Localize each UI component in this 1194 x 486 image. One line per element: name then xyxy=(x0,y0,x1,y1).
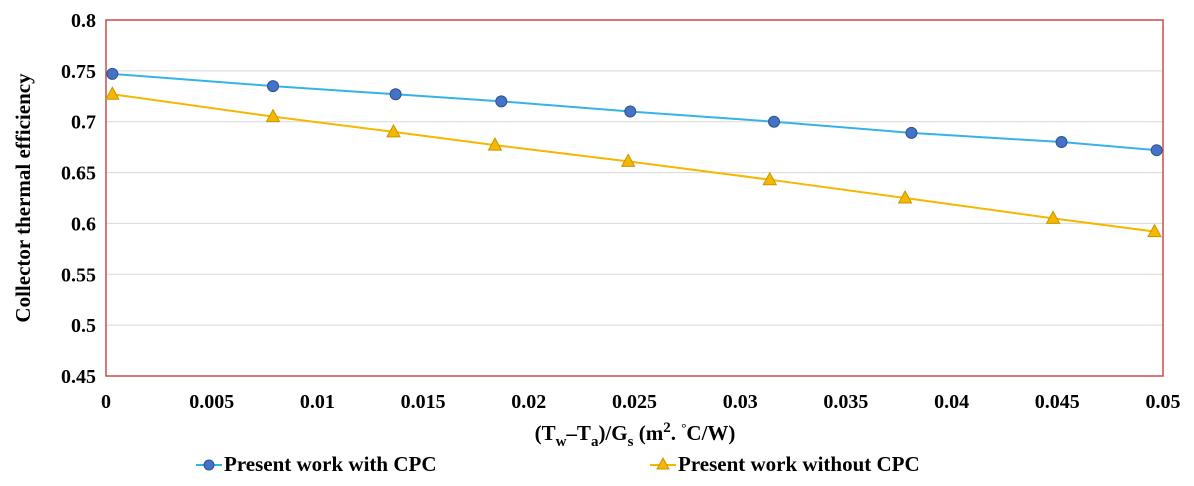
y-tick-label: 0.55 xyxy=(61,264,96,286)
y-tick-label: 0.75 xyxy=(61,61,96,83)
y-axis-title: Collector thermal efficiency xyxy=(11,73,35,323)
series-lines xyxy=(112,72,1157,233)
data-point-series-2 xyxy=(386,123,401,138)
data-point-series-1 xyxy=(768,115,781,128)
data-point-series-1 xyxy=(389,88,402,101)
series-points xyxy=(105,67,1163,238)
x-tick-label: 0 xyxy=(101,391,111,413)
data-point-series-2 xyxy=(620,153,636,167)
x-tick-label: 0.025 xyxy=(612,391,657,413)
data-point-series-2 xyxy=(897,189,913,204)
x-axis-title: (Tw–Ta)/Gs (m2. °C/W) xyxy=(535,420,736,450)
legend-label-without-cpc: Present work without CPC xyxy=(678,452,920,476)
chart: 0.450.50.550.60.650.70.750.8 0 0.005 0.01 0… xyxy=(11,10,1181,450)
y-tick-label: 0.6 xyxy=(71,213,96,235)
y-tick-label: 0.7 xyxy=(71,112,96,134)
legend: Present work with CPC Present work witho… xyxy=(0,452,1194,484)
y-tick-label: 0.5 xyxy=(71,315,96,337)
data-point-series-1 xyxy=(1055,136,1068,149)
x-tick-label: 0.01 xyxy=(300,391,335,413)
data-point-series-1 xyxy=(267,80,280,93)
y-tick-label: 0.45 xyxy=(61,366,96,388)
data-point-series-2 xyxy=(1045,210,1061,224)
data-point-series-1 xyxy=(905,126,918,139)
x-tick-label: 0.02 xyxy=(511,391,546,413)
y-tick-labels: 0.45 0.5 0.55 0.6 0.65 0.7 0.75 0.8 xyxy=(61,10,96,388)
legend-label-with-cpc: Present work with CPC xyxy=(224,452,437,476)
x-tick-label: 0.05 xyxy=(1146,391,1181,413)
y-tick-label: 0.65 xyxy=(61,163,96,185)
data-point-series-1 xyxy=(106,67,119,80)
y-tick-label: 0.8 xyxy=(71,10,96,32)
x-tick-label: 0.005 xyxy=(189,391,234,413)
legend-item-without-cpc: Present work without CPC xyxy=(650,452,920,477)
data-point-series-2 xyxy=(265,108,281,123)
x-tick-label: 0.03 xyxy=(723,391,758,413)
plot-area-frame xyxy=(105,19,1164,377)
legend-swatch-triangle-icon xyxy=(650,456,676,469)
data-point-series-2 xyxy=(487,137,503,151)
data-point-series-1 xyxy=(1150,144,1163,157)
legend-item-with-cpc: Present work with CPC xyxy=(196,452,437,477)
data-point-series-1 xyxy=(495,95,508,108)
legend-swatch-circle-icon xyxy=(196,459,222,470)
gridlines xyxy=(106,19,1163,377)
x-tick-label: 0.045 xyxy=(1035,391,1080,413)
data-point-series-2 xyxy=(762,171,778,186)
data-point-series-2 xyxy=(1147,223,1162,238)
x-tick-label: 0.04 xyxy=(934,391,969,413)
x-tick-label: 0.035 xyxy=(823,391,868,413)
x-tick-labels: 0 0.005 0.01 0.015 0.02 0.025 0.03 0.035 0.04 0.0… xyxy=(101,391,1181,413)
x-tick-label: 0.015 xyxy=(401,391,446,413)
data-point-series-1 xyxy=(624,105,637,118)
data-point-series-2 xyxy=(105,86,120,100)
